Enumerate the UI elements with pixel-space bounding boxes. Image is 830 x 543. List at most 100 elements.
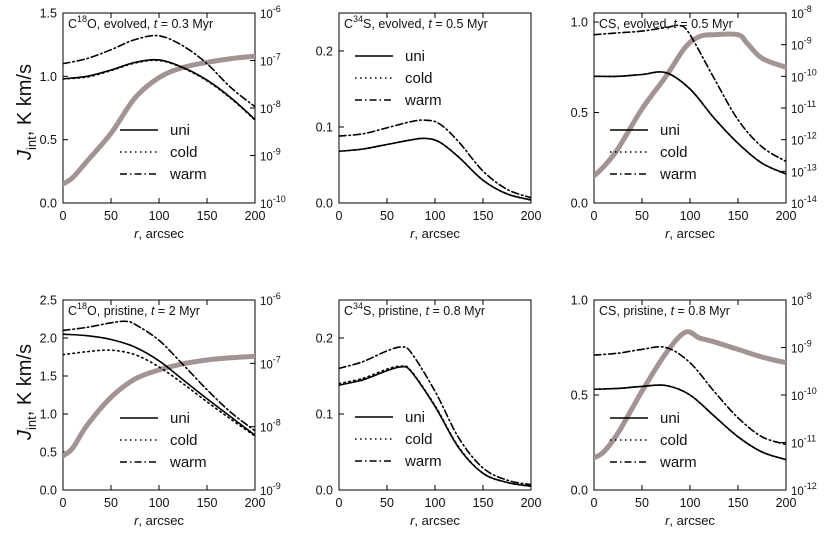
series-line-cold (339, 137, 531, 201)
x-tick-label: 100 (149, 209, 170, 223)
series-line-warm (63, 320, 255, 432)
legend-label-cold: cold (405, 70, 433, 87)
x-tick-label: 50 (380, 496, 394, 510)
series-line-warm (594, 345, 786, 446)
x-tick-label: 0 (591, 496, 598, 510)
x-tick-label: 150 (728, 496, 749, 510)
right-tick-label: 10-7 (260, 52, 281, 69)
right-tick-label: 10-9 (791, 36, 812, 53)
x-axis-label: r, arcsec (410, 513, 460, 528)
series-line-uni (63, 58, 255, 121)
y-tick-label: 0.5 (40, 133, 57, 147)
right-tick-label: 10-10 (260, 194, 286, 211)
x-axis-label: r, arcsec (134, 226, 184, 241)
panel-c18o-pristine: 0 50 100 150 200 r, arcsec 0.0 0.5 1.0 1.5 2.0 2.5 1… (40, 291, 281, 528)
y-tick-label: 0.0 (571, 484, 588, 498)
y-tick-label: 0.1 (316, 408, 333, 422)
right-tick-label: 10-6 (260, 4, 281, 21)
right-tick-label: 10-8 (791, 291, 812, 308)
legend: uni cold warm (120, 410, 207, 471)
x-tick-label: 0 (60, 496, 67, 510)
x-tick-label: 200 (776, 496, 797, 510)
legend-label-cold: cold (405, 431, 433, 448)
right-tick-label: 10-8 (260, 418, 281, 435)
right-tick-label: 10-8 (260, 99, 281, 116)
legend-label-cold: cold (170, 144, 198, 161)
x-axis-label: r, arcsec (134, 513, 184, 528)
y-tick-label: 1.0 (40, 70, 57, 84)
series-line-cold (63, 349, 255, 437)
series-line-cold (339, 365, 531, 487)
right-tick-label: 10-6 (260, 291, 281, 308)
x-tick-label: 100 (680, 496, 701, 510)
x-axis-label: r, arcsec (665, 513, 715, 528)
y-tick-label: 0.0 (316, 484, 333, 498)
y-tick-label: 1.0 (571, 294, 588, 308)
x-tick-label: 200 (245, 496, 266, 510)
legend-label-uni: uni (170, 122, 190, 139)
legend-label-warm: warm (659, 166, 697, 183)
svg-text:Jint, K km/s: Jint, K km/s (14, 64, 39, 161)
series-line-warm (63, 34, 255, 108)
x-tick-label: 0 (336, 496, 343, 510)
x-tick-label: 50 (104, 209, 118, 223)
legend-label-uni: uni (405, 48, 425, 65)
x-tick-label: 200 (521, 496, 542, 510)
right-tick-label: 10-13 (791, 162, 817, 179)
x-tick-label: 50 (104, 496, 118, 510)
right-tick-label: 10-9 (791, 339, 812, 356)
series-line-abundance (63, 353, 255, 459)
x-tick-label: 0 (60, 209, 67, 223)
legend: uni cold warm (355, 409, 442, 470)
panel-title: C34S, evolved, t = 0.5 Myr (344, 14, 488, 31)
right-tick-label: 10-11 (791, 99, 816, 116)
y-tick-label: 0.5 (571, 106, 588, 120)
x-tick-label: 150 (728, 209, 749, 223)
legend-label-warm: warm (659, 454, 697, 471)
right-tick-label: 10-10 (791, 67, 817, 84)
y-axis-title-top: Jint, K km/s (14, 64, 39, 161)
right-tick-label: 10-9 (260, 147, 281, 164)
y-tick-label: 0.2 (316, 45, 333, 59)
legend-label-uni: uni (405, 409, 425, 426)
series-line-warm (339, 346, 531, 486)
right-tick-label: 10-12 (791, 481, 817, 498)
series-line-abundance (594, 31, 786, 179)
y-tick-label: 1.5 (40, 370, 57, 384)
y-tick-label: 0.5 (571, 389, 588, 403)
panel-title: C34S, pristine, t = 0.8 Myr (344, 301, 485, 318)
legend-label-cold: cold (660, 144, 688, 161)
x-tick-label: 50 (635, 496, 649, 510)
right-tick-label: 10-10 (791, 386, 817, 403)
legend-label-uni: uni (170, 410, 190, 427)
x-axis-label: r, arcsec (665, 226, 715, 241)
panel-title: CS, pristine, t = 0.8 Myr (599, 304, 730, 318)
legend-label-cold: cold (170, 432, 198, 449)
panel-c18o-evolved: 0 50 100 150 200 r, arcsec 0.0 0.5 1.0 1.5 10-10 10… (40, 4, 286, 241)
series-line-abundance (594, 329, 786, 461)
x-tick-label: 150 (197, 496, 218, 510)
x-tick-label: 200 (776, 209, 797, 223)
x-tick-label: 50 (635, 209, 649, 223)
legend-label-cold: cold (660, 432, 688, 449)
panel-title: C18O, evolved, t = 0.3 Myr (68, 14, 213, 31)
series-line-uni (339, 137, 531, 201)
legend: uni cold warm (355, 48, 442, 109)
series-line-cold (594, 384, 786, 461)
y-tick-label: 0.0 (316, 197, 333, 211)
legend: uni cold warm (120, 122, 207, 183)
series-line-cold (63, 59, 255, 121)
y-tick-label: 1.0 (40, 408, 57, 422)
panel-c34s-pristine: 0 50 100 150 200 r, arcsec 0.0 0.1 0.2 C34S, pris… (316, 299, 542, 528)
plot-frame (62, 12, 256, 204)
x-tick-label: 200 (245, 209, 266, 223)
x-tick-label: 200 (521, 209, 542, 223)
y-axis-title-bottom: Jint, K km/s (14, 344, 39, 441)
y-tick-label: 2.5 (40, 294, 57, 308)
series-line-uni (594, 71, 786, 175)
panel-cs-evolved: 0 50 100 150 200 r, arcsec 0.0 0.5 1.0 10-14 10-13… (571, 4, 817, 241)
right-tick-label: 10-14 (791, 194, 817, 211)
plot-frame (62, 299, 256, 491)
legend: uni cold warm (610, 410, 697, 471)
